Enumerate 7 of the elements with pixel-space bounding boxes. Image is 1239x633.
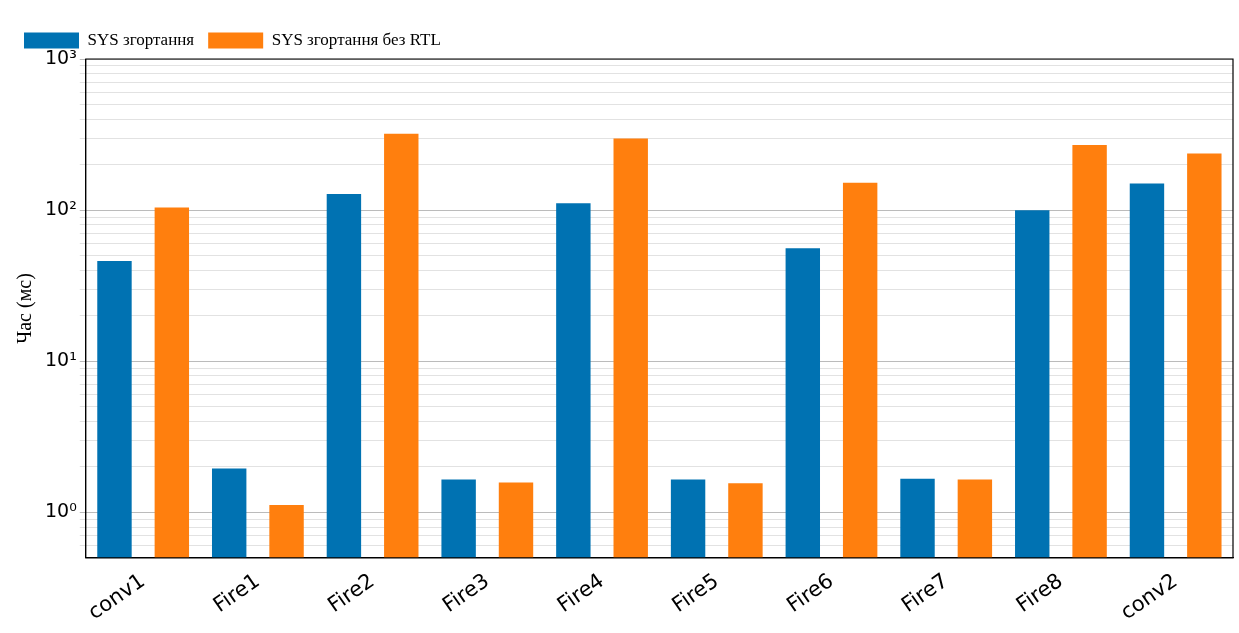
legend-label: SYS згортання [87,29,195,49]
y-tick-label: 10² [45,197,77,220]
y-axis-title: Час (мс) [13,273,37,344]
legend-label: SYS згортання без RTL [271,29,441,49]
y-tick-label: 10¹ [45,348,77,371]
y-tick-label: 10³ [45,45,77,68]
y-tick-label: 10⁰ [45,499,77,522]
